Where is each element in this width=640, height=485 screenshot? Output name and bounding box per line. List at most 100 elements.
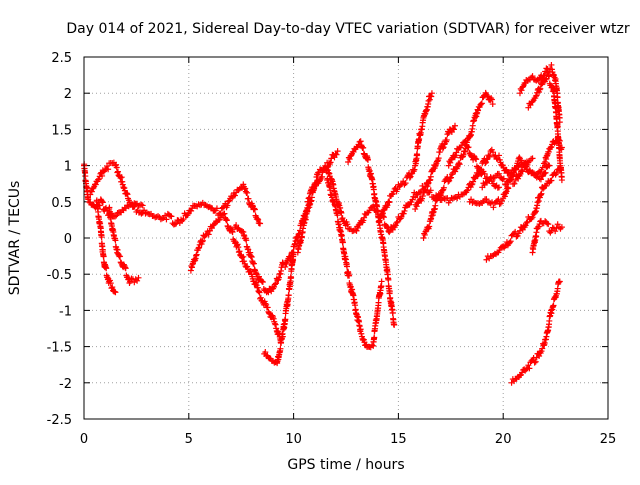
data-point xyxy=(283,260,290,267)
data-point xyxy=(478,166,485,173)
data-point xyxy=(120,261,127,268)
data-point xyxy=(540,185,547,192)
data-point xyxy=(358,330,365,337)
data-point xyxy=(537,85,544,92)
data-point xyxy=(529,170,536,177)
data-point xyxy=(424,224,431,231)
data-point xyxy=(455,160,462,167)
plot-frame xyxy=(83,56,609,420)
data-point xyxy=(288,252,295,259)
data-point xyxy=(556,278,563,285)
data-point xyxy=(231,192,238,199)
data-point xyxy=(386,288,393,295)
data-point xyxy=(507,238,514,245)
data-point xyxy=(515,230,522,237)
data-point xyxy=(196,244,203,251)
data-point xyxy=(239,254,246,261)
data-point xyxy=(117,174,124,181)
data-point xyxy=(401,207,408,214)
data-point xyxy=(244,189,251,196)
data-point xyxy=(308,194,315,201)
data-point xyxy=(440,184,447,191)
data-point xyxy=(355,224,362,231)
x-axis-label: GPS time / hours xyxy=(287,457,404,473)
data-point xyxy=(386,199,393,206)
data-point xyxy=(346,156,353,163)
data-point xyxy=(496,152,503,159)
data-point xyxy=(113,161,120,168)
data-point xyxy=(245,195,252,202)
data-point xyxy=(327,159,334,166)
data-point xyxy=(478,100,485,107)
data-point xyxy=(88,188,95,195)
data-point xyxy=(443,136,450,143)
data-point xyxy=(439,187,446,194)
data-point xyxy=(488,96,495,103)
data-point xyxy=(518,87,525,94)
data-point xyxy=(113,164,120,171)
data-point xyxy=(450,126,457,133)
data-point xyxy=(131,279,138,286)
data-point xyxy=(132,201,139,208)
data-point xyxy=(356,138,363,145)
data-point xyxy=(271,320,278,327)
data-point xyxy=(542,76,549,83)
data-point xyxy=(206,227,213,234)
data-point xyxy=(432,202,439,209)
data-point xyxy=(421,231,428,238)
data-point xyxy=(427,173,434,180)
data-point xyxy=(537,176,544,183)
data-point xyxy=(271,281,278,288)
data-point xyxy=(463,187,470,194)
data-point xyxy=(529,73,536,80)
data-point xyxy=(519,168,526,175)
data-point xyxy=(255,216,262,223)
data-point xyxy=(426,96,433,103)
data-point xyxy=(280,260,287,267)
data-point xyxy=(370,203,377,210)
data-point xyxy=(407,173,414,180)
data-point xyxy=(505,185,512,192)
chart-title: Day 014 of 2021, Sidereal Day-to-day VTE… xyxy=(66,21,630,37)
data-point xyxy=(513,166,520,173)
data-point xyxy=(220,211,227,218)
data-point xyxy=(504,178,511,185)
data-point xyxy=(360,217,367,224)
data-point xyxy=(373,208,380,215)
data-point xyxy=(122,264,129,271)
data-point xyxy=(532,358,539,365)
y-tick-label: 2.5 xyxy=(51,51,72,66)
data-point xyxy=(334,148,341,155)
data-point xyxy=(134,277,141,284)
data-point xyxy=(282,263,289,270)
data-point xyxy=(495,196,502,203)
data-point xyxy=(484,92,491,99)
data-point xyxy=(107,280,114,287)
data-point xyxy=(195,245,202,252)
data-point xyxy=(507,177,514,184)
data-point xyxy=(500,175,507,182)
data-point xyxy=(490,149,497,156)
data-point xyxy=(475,107,482,114)
data-point xyxy=(483,196,490,203)
data-point xyxy=(502,243,509,250)
data-point xyxy=(472,155,479,162)
data-point xyxy=(375,208,382,215)
data-point xyxy=(344,263,351,270)
data-point xyxy=(205,231,212,238)
data-point xyxy=(521,159,528,166)
data-point xyxy=(523,219,530,226)
data-point xyxy=(529,155,536,162)
data-point xyxy=(539,345,546,352)
data-point xyxy=(545,72,552,79)
data-point xyxy=(511,170,518,177)
data-point xyxy=(529,214,536,221)
data-point xyxy=(272,280,279,287)
data-point xyxy=(473,156,480,163)
data-point xyxy=(389,309,396,316)
data-point xyxy=(544,69,551,76)
data-point xyxy=(202,232,209,239)
data-point xyxy=(394,186,401,193)
data-point xyxy=(234,241,241,248)
data-point xyxy=(452,152,459,159)
